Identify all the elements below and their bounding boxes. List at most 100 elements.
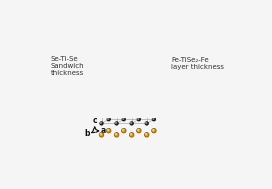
Polygon shape xyxy=(135,106,146,115)
Circle shape xyxy=(115,108,118,112)
Circle shape xyxy=(100,74,103,77)
Circle shape xyxy=(153,70,154,72)
Polygon shape xyxy=(135,101,146,108)
Circle shape xyxy=(100,102,101,103)
Polygon shape xyxy=(139,101,150,110)
Circle shape xyxy=(106,39,111,44)
Circle shape xyxy=(115,67,118,70)
Circle shape xyxy=(116,67,117,69)
Circle shape xyxy=(100,55,103,59)
Polygon shape xyxy=(128,101,135,108)
Circle shape xyxy=(130,55,133,59)
Circle shape xyxy=(131,56,132,57)
Circle shape xyxy=(131,109,132,110)
Circle shape xyxy=(145,108,149,112)
Circle shape xyxy=(100,108,103,112)
Polygon shape xyxy=(135,66,143,73)
Polygon shape xyxy=(128,60,135,66)
Polygon shape xyxy=(109,108,120,115)
Circle shape xyxy=(108,63,109,64)
Polygon shape xyxy=(113,101,120,108)
Circle shape xyxy=(130,133,132,135)
Circle shape xyxy=(100,75,101,76)
Circle shape xyxy=(153,52,154,53)
Circle shape xyxy=(116,122,117,123)
Circle shape xyxy=(122,39,126,44)
Polygon shape xyxy=(120,66,128,73)
Circle shape xyxy=(130,122,133,125)
Circle shape xyxy=(100,122,103,125)
Circle shape xyxy=(138,70,139,72)
Circle shape xyxy=(145,74,149,77)
Circle shape xyxy=(138,118,139,119)
Polygon shape xyxy=(105,60,116,66)
Polygon shape xyxy=(124,60,135,68)
Circle shape xyxy=(152,97,156,100)
Circle shape xyxy=(137,128,141,133)
Circle shape xyxy=(123,105,124,106)
Circle shape xyxy=(107,97,110,100)
Circle shape xyxy=(153,63,154,64)
Circle shape xyxy=(145,55,149,59)
Circle shape xyxy=(145,67,149,70)
Circle shape xyxy=(123,98,124,99)
Text: c: c xyxy=(92,116,97,125)
Polygon shape xyxy=(105,101,113,110)
Circle shape xyxy=(141,85,145,89)
Polygon shape xyxy=(139,108,150,115)
Polygon shape xyxy=(109,66,120,73)
Polygon shape xyxy=(109,101,120,110)
Circle shape xyxy=(152,104,156,108)
Circle shape xyxy=(107,70,110,73)
Circle shape xyxy=(152,118,156,121)
Circle shape xyxy=(115,101,118,104)
Circle shape xyxy=(122,129,124,131)
Circle shape xyxy=(131,122,132,123)
Circle shape xyxy=(126,86,128,87)
Circle shape xyxy=(138,63,139,64)
Circle shape xyxy=(137,51,141,55)
Circle shape xyxy=(110,85,115,89)
Polygon shape xyxy=(135,101,143,110)
Circle shape xyxy=(116,56,117,57)
Polygon shape xyxy=(139,66,150,73)
Circle shape xyxy=(115,55,118,59)
Circle shape xyxy=(144,43,149,48)
Circle shape xyxy=(122,63,125,66)
Circle shape xyxy=(107,63,110,66)
Polygon shape xyxy=(120,101,128,110)
Circle shape xyxy=(108,52,109,53)
Polygon shape xyxy=(120,60,131,66)
Circle shape xyxy=(107,118,110,121)
Circle shape xyxy=(122,40,124,42)
Circle shape xyxy=(130,108,133,112)
Circle shape xyxy=(107,40,109,42)
Polygon shape xyxy=(128,106,135,115)
Polygon shape xyxy=(128,64,135,73)
Polygon shape xyxy=(120,64,131,73)
Circle shape xyxy=(137,129,139,131)
Circle shape xyxy=(138,52,139,53)
Polygon shape xyxy=(105,108,113,115)
Circle shape xyxy=(107,51,110,55)
Circle shape xyxy=(108,98,109,99)
Circle shape xyxy=(107,104,110,108)
Circle shape xyxy=(146,122,147,123)
Circle shape xyxy=(107,129,109,131)
Circle shape xyxy=(99,43,104,48)
Circle shape xyxy=(100,44,102,46)
Circle shape xyxy=(137,97,141,100)
Polygon shape xyxy=(124,108,135,115)
Circle shape xyxy=(123,118,124,119)
Text: a: a xyxy=(101,126,106,136)
Circle shape xyxy=(99,132,104,137)
Circle shape xyxy=(137,118,141,121)
Circle shape xyxy=(130,74,133,77)
Circle shape xyxy=(114,132,119,137)
Circle shape xyxy=(111,86,113,87)
Circle shape xyxy=(116,102,117,103)
Circle shape xyxy=(129,43,134,48)
Circle shape xyxy=(100,101,103,104)
Circle shape xyxy=(108,105,109,106)
Circle shape xyxy=(137,39,141,44)
